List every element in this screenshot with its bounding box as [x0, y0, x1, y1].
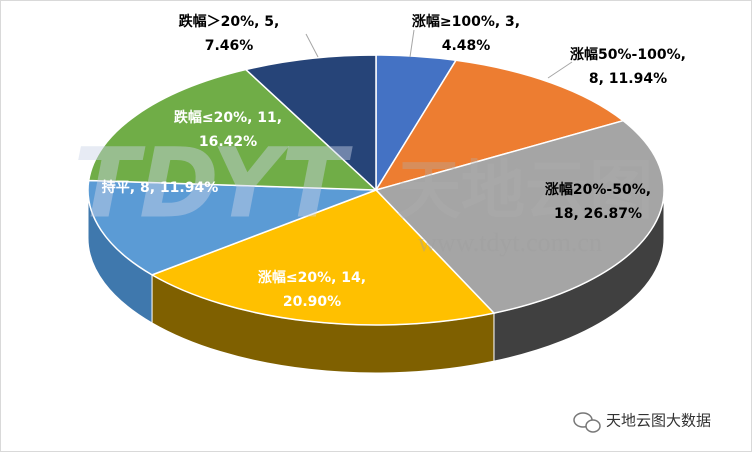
slice: [150, 189, 496, 326]
leader-line: [305, 33, 319, 58]
watermark-name: 天地云图: [397, 155, 653, 229]
data-label: 涨幅50%-100%, 8, 11.94%: [570, 46, 686, 87]
leader-line: [547, 61, 573, 79]
leader-line: [409, 29, 415, 58]
slice: [87, 68, 378, 191]
slice: [244, 54, 377, 192]
data-label: 涨幅≥100%, 3, 4.48%: [412, 13, 520, 54]
data-label: 跌幅≤20%, 11, 16.42%: [174, 109, 282, 150]
labels: 涨幅≥100%, 3, 4.48% 涨幅50%-100%, 8, 11.94% 涨幅20…: [102, 13, 686, 310]
footer: 天地云图大数据: [606, 412, 711, 430]
slice: [87, 179, 377, 276]
watermark-logo: TDYT: [74, 127, 353, 239]
data-label: 涨幅≤20%, 14, 20.90%: [258, 269, 366, 310]
footer-icon: [573, 412, 601, 433]
watermark-url: www.tdyt.com.cn: [418, 228, 602, 257]
data-label: 跌幅＞20%, 5, 7.46%: [179, 13, 280, 54]
data-label: 持平, 8, 11.94%: [102, 179, 218, 196]
data-label: 涨幅20%-50%, 18, 26.87%: [545, 181, 651, 222]
pie: [87, 54, 665, 374]
slice: [374, 59, 625, 192]
